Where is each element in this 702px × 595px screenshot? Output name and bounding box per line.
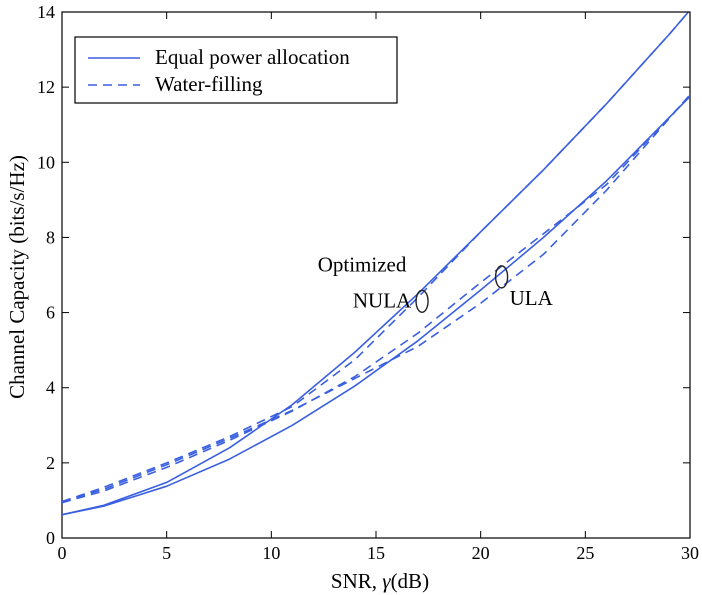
x-tick-label: 25 — [576, 543, 594, 563]
y-tick-label: 4 — [46, 378, 55, 398]
series-line-3 — [62, 95, 690, 516]
legend-box — [74, 36, 398, 104]
nula-ellipse — [415, 289, 429, 313]
x-tick-label: 5 — [162, 543, 171, 563]
series-line-1 — [62, 12, 690, 516]
ula-ellipse — [494, 265, 509, 289]
ticks: 0 5 10 15 20 25 30 0 2 4 6 8 10 12 14 — [37, 2, 699, 563]
x-axis-title: SNR, γ(dB) — [331, 569, 429, 593]
y-tick-label: 10 — [37, 152, 55, 172]
y-axis-title: Channel Capacity (bits/s/Hz) — [5, 155, 29, 399]
annotation-optimized: Optimized — [318, 252, 407, 276]
annotation-ula: ULA — [510, 286, 554, 310]
y-tick-label: 8 — [46, 227, 55, 247]
x-tick-label: 10 — [262, 543, 280, 563]
y-tick-label: 0 — [46, 528, 55, 548]
x-tick-label: 0 — [58, 543, 67, 563]
curves — [62, 12, 690, 516]
y-tick-label: 12 — [37, 77, 55, 97]
series-line-5 — [62, 94, 690, 504]
x-tick-label: 30 — [681, 543, 699, 563]
y-tick-label: 2 — [46, 453, 55, 473]
annotations: Optimized NULA ULA — [318, 252, 554, 313]
x-tick-label: 15 — [367, 543, 385, 563]
annotation-nula: NULA — [353, 288, 412, 312]
legend-label-equal-power: Equal power allocation — [155, 45, 350, 69]
y-tick-label: 6 — [46, 303, 55, 323]
series-line-4 — [62, 94, 690, 503]
x-tick-label: 20 — [472, 543, 490, 563]
legend: Equal power allocation Water-filling — [74, 36, 398, 104]
legend-label-water-filling: Water-filling — [155, 72, 263, 96]
y-tick-label: 14 — [37, 2, 55, 22]
